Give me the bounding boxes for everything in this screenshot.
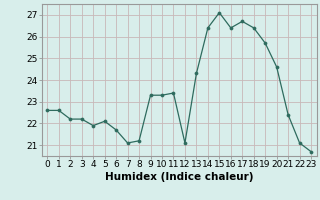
X-axis label: Humidex (Indice chaleur): Humidex (Indice chaleur) <box>105 172 253 182</box>
